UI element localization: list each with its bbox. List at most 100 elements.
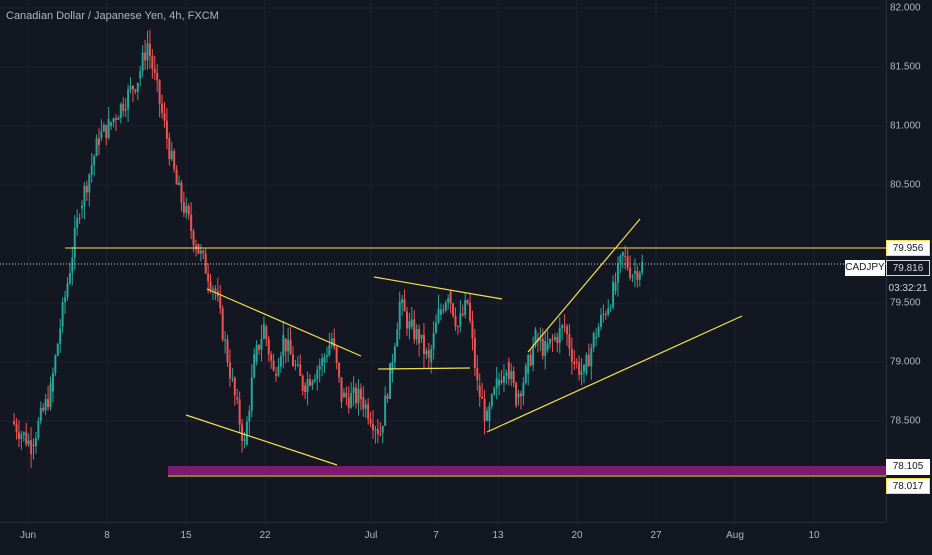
- candle-body: [476, 368, 479, 381]
- candle-body: [418, 329, 421, 344]
- candle-body: [493, 388, 496, 395]
- candle-body: [616, 263, 619, 283]
- candle-body: [47, 398, 50, 408]
- candle-body: [430, 348, 433, 362]
- candle-body: [512, 371, 515, 383]
- candle-body: [335, 347, 338, 364]
- candle-body: [81, 205, 84, 209]
- candle-body: [447, 298, 450, 303]
- candle-body: [39, 407, 42, 422]
- candle-body: [231, 377, 234, 379]
- wedge-lower-line[interactable]: [185, 414, 338, 466]
- support-zone[interactable]: [168, 466, 886, 475]
- candle-body: [444, 302, 447, 311]
- time-tick-label: Jun: [19, 530, 37, 541]
- candle-body: [420, 334, 423, 339]
- support-upper-tag: 78.105: [886, 459, 930, 475]
- price-tick-label: 81.500: [890, 61, 921, 73]
- rising-wedge-line[interactable]: [527, 218, 641, 353]
- candle-body: [102, 124, 105, 132]
- time-tick-label: 13: [492, 530, 504, 541]
- candle-body: [624, 255, 627, 257]
- candle-body: [54, 355, 57, 374]
- candle-body: [561, 325, 564, 329]
- candle-body: [442, 309, 445, 311]
- candle-body: [558, 328, 561, 344]
- candle-body: [498, 380, 501, 386]
- candle-body: [284, 338, 287, 352]
- candle-body: [112, 118, 115, 123]
- candle-body: [270, 354, 273, 361]
- time-tick-label: 7: [433, 530, 439, 541]
- candle-body: [202, 250, 205, 254]
- candle-body: [25, 432, 28, 445]
- candle-body: [238, 399, 241, 425]
- candle-body: [641, 261, 644, 273]
- candle-body: [161, 103, 164, 114]
- candle-body: [541, 338, 544, 356]
- candle-body: [311, 381, 314, 386]
- candle-body: [187, 205, 190, 215]
- candle-body: [308, 379, 311, 386]
- candle-body: [178, 182, 181, 185]
- candle-body: [226, 339, 229, 363]
- candle-body: [486, 410, 488, 421]
- candle-body: [592, 332, 595, 348]
- candle-body: [34, 437, 37, 447]
- candle-body: [379, 433, 382, 436]
- candle-body: [195, 245, 197, 250]
- flag-upper-line[interactable]: [373, 276, 503, 300]
- candle-body: [83, 185, 86, 206]
- candle-body: [435, 322, 438, 334]
- rising-support-line[interactable]: [486, 315, 743, 433]
- candle-body: [369, 419, 372, 424]
- candle-body: [228, 362, 231, 379]
- candle-body: [636, 271, 639, 280]
- candle-body: [182, 202, 185, 213]
- candle-body: [355, 387, 358, 404]
- candle-body: [374, 429, 377, 431]
- candle-body: [267, 339, 270, 355]
- candle-body: [483, 398, 486, 421]
- candle-body: [425, 350, 428, 355]
- candle-body: [272, 360, 275, 371]
- candle-body: [515, 382, 518, 406]
- candle-body: [204, 253, 207, 274]
- candle-body: [439, 309, 442, 315]
- candle-body: [146, 43, 149, 61]
- candle-body: [437, 308, 440, 323]
- candle-body: [505, 372, 508, 376]
- candle-body: [296, 364, 299, 366]
- candle-body: [524, 365, 527, 383]
- candle-body: [192, 231, 195, 246]
- candle-body: [522, 382, 525, 397]
- candle-body: [17, 432, 20, 439]
- candle-body: [124, 108, 127, 111]
- candle-body: [614, 282, 617, 292]
- candle-body: [519, 393, 522, 397]
- candle-body: [105, 124, 108, 138]
- candle-body: [233, 377, 236, 396]
- candle-body: [345, 392, 348, 398]
- candles: [13, 29, 644, 468]
- wedge-upper-line[interactable]: [206, 288, 362, 357]
- candle-body: [602, 313, 605, 316]
- candle-body: [173, 150, 176, 170]
- time-tick-label: Aug: [726, 530, 744, 541]
- time-axis[interactable]: [0, 522, 886, 551]
- flag-lower-line[interactable]: [377, 367, 471, 370]
- candle-body: [403, 299, 406, 312]
- candle-body: [51, 373, 54, 392]
- candle-body: [321, 358, 324, 366]
- candle-body: [180, 182, 183, 203]
- candle-body: [98, 138, 100, 146]
- candle-body: [638, 272, 641, 280]
- candle-body: [170, 150, 173, 160]
- candle-body: [604, 313, 607, 315]
- candle-body: [209, 281, 212, 290]
- candle-body: [158, 80, 161, 104]
- candle-body: [338, 363, 341, 378]
- candle-body: [415, 329, 418, 340]
